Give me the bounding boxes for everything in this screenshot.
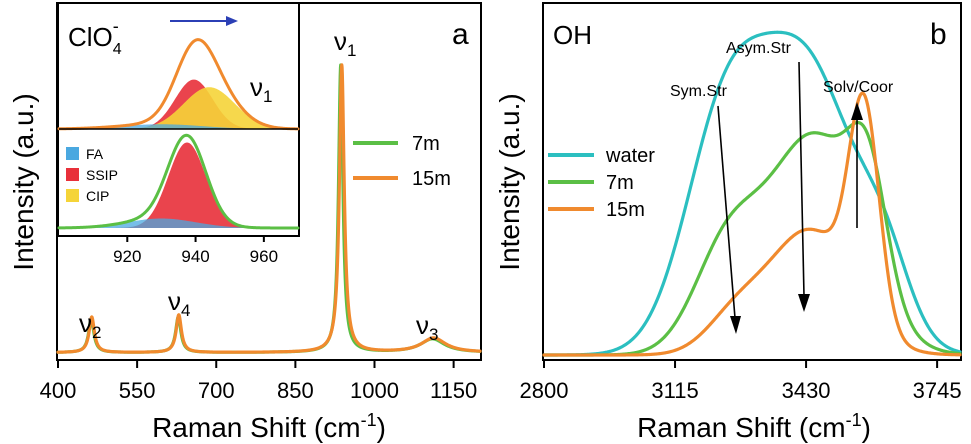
panel-b: 2800 3115 3430 3745 OH b Sym.Str Asym.Str S… [494, 3, 962, 443]
arrow-asym-str [798, 62, 810, 312]
xtick-label-a: 1150 [430, 378, 477, 403]
xtick-label-a: 1000 [350, 378, 399, 403]
annotation-asym-str: Asym.Str [726, 40, 792, 57]
panel-a-xlabel: Raman Shift (cm-1) [152, 410, 386, 443]
series-line-b-15m [544, 93, 960, 355]
panel-a-xticks: 400 550 700 850 1000 1150 [40, 360, 478, 403]
xtick-label-inset: 940 [181, 247, 209, 266]
xtick-label-b: 3745 [913, 378, 962, 403]
xtick-label-inset: 920 [113, 247, 141, 266]
xtick-label-inset: 960 [250, 247, 278, 266]
legend-label-15m-b: 15m [606, 199, 645, 221]
arrow-sym-str [718, 106, 741, 334]
panel-a-legend: 7m 15m [353, 133, 451, 190]
xtick-label-b: 3430 [782, 378, 831, 403]
legend-label-7m: 7m [412, 133, 440, 155]
panel-a-ylabel: Intensity (a.u.) [8, 93, 39, 270]
annotation-solv-coor: Solv/Coor [823, 79, 894, 96]
legend-label-CIP: CIP [86, 188, 109, 204]
annotation-sym-str: Sym.Str [670, 83, 728, 100]
legend-label-FA: FA [86, 146, 104, 162]
legend-label-15m: 15m [412, 168, 451, 190]
xtick-label-b: 2800 [520, 378, 569, 403]
inset-chart: 920 940 960 ClO4- ν1 FA SSIP CIP [58, 3, 299, 266]
xtick-label-a: 700 [198, 378, 235, 403]
panel-b-legend: water 7m 15m [548, 145, 655, 221]
peak-label-v1: ν1 [334, 26, 356, 60]
panel-b-xlabel: Raman Shift (cm-1) [637, 410, 871, 443]
legend-swatch-SSIP [66, 168, 79, 181]
xtick-label-b: 3115 [651, 378, 698, 403]
peak-label-v2: ν2 [79, 308, 101, 342]
panel-b-ylabel: Intensity (a.u.) [494, 93, 525, 270]
legend-label-water: water [605, 145, 655, 167]
panel-b-letter: b [930, 18, 947, 51]
inset-xticks: 920 940 960 [113, 236, 278, 266]
legend-label-SSIP: SSIP [86, 167, 118, 183]
peak-label-v4: ν4 [168, 286, 190, 320]
panel-b-xticks: 2800 3115 3430 3745 [520, 360, 962, 403]
legend-swatch-FA [66, 147, 79, 160]
legend-swatch-CIP [66, 189, 79, 202]
xtick-label-a: 550 [119, 378, 156, 403]
panel-b-region-label: OH [553, 20, 592, 50]
peak-label-v3: ν3 [416, 310, 438, 344]
xtick-label-a: 850 [277, 378, 314, 403]
panel-a: 400 550 700 850 1000 1150 a ν1 ν2 ν4 ν3 7m 15… [8, 3, 481, 443]
legend-label-7m-b: 7m [606, 172, 634, 194]
xtick-label-a: 400 [40, 378, 77, 403]
panel-a-letter: a [452, 18, 469, 51]
